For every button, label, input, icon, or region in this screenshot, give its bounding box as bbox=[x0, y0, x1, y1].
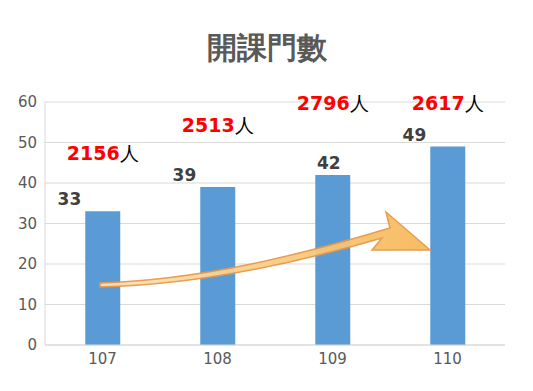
svg-text:107: 107 bbox=[88, 350, 117, 368]
svg-text:60: 60 bbox=[18, 93, 37, 111]
svg-text:110: 110 bbox=[433, 350, 462, 368]
svg-text:30: 30 bbox=[18, 215, 37, 233]
html-text:開課門數: 開課門數 bbox=[206, 30, 327, 65]
svg-text:108: 108 bbox=[203, 350, 232, 368]
svg-text:0: 0 bbox=[27, 336, 37, 354]
svg-text:2156人: 2156人 bbox=[67, 142, 139, 164]
svg-text:2796人: 2796人 bbox=[297, 92, 369, 114]
svg-text:39: 39 bbox=[173, 165, 197, 185]
svg-text:42: 42 bbox=[317, 153, 341, 173]
svg-text:33: 33 bbox=[58, 189, 82, 209]
svg-text:109: 109 bbox=[318, 350, 347, 368]
svg-text:20: 20 bbox=[18, 255, 37, 273]
svg-text:10: 10 bbox=[18, 296, 37, 314]
svg-text:49: 49 bbox=[403, 125, 427, 145]
svg-text:40: 40 bbox=[18, 174, 37, 192]
svg-text:2617人: 2617人 bbox=[412, 92, 484, 114]
svg-text:50: 50 bbox=[18, 134, 37, 152]
svg-text:2513人: 2513人 bbox=[182, 114, 254, 136]
